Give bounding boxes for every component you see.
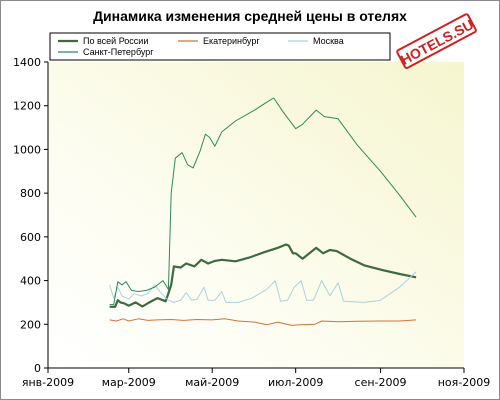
y-tick-label-6: 1200: [13, 100, 41, 113]
x-tick-label-4: сен-2009: [355, 376, 407, 389]
y-tick-label-0: 0: [34, 362, 41, 375]
x-tick-label-0: янв-2009: [22, 376, 74, 389]
legend-box: [49, 32, 391, 61]
watermark-text: HOTELS.SU: [398, 16, 476, 68]
plot-area: [48, 62, 464, 368]
y-tick-label-1: 200: [20, 318, 41, 331]
series-line-0: [109, 243, 417, 308]
y-tick-label-2: 400: [20, 275, 41, 288]
y-tick-label-7: 1400: [13, 56, 41, 69]
x-tick-label-5: ноя-2009: [438, 376, 491, 389]
y-tick-label-4: 800: [20, 187, 41, 200]
series-line-2: [109, 271, 417, 303]
x-tick-label-1: мар-2009: [102, 376, 156, 389]
legend-label-1: Екатеринбург: [203, 36, 260, 46]
series-line-3: [109, 97, 417, 306]
y-tick-label-3: 600: [20, 231, 41, 244]
legend-label-0: По всей России: [83, 36, 148, 46]
x-tick-label-3: июл-2009: [268, 376, 323, 389]
watermark-logo: HOTELS.SU: [396, 13, 477, 70]
y-tick-label-5: 1000: [13, 143, 41, 156]
watermark-border: [396, 13, 477, 70]
legend-label-2: Москва: [313, 36, 344, 46]
x-tick-label-2: май-2009: [185, 376, 239, 389]
series-line-1: [109, 318, 417, 326]
chart-title: Динамика изменения средней цены в отелях: [93, 8, 407, 24]
legend-label-3: Санкт-Петербург: [83, 47, 154, 57]
